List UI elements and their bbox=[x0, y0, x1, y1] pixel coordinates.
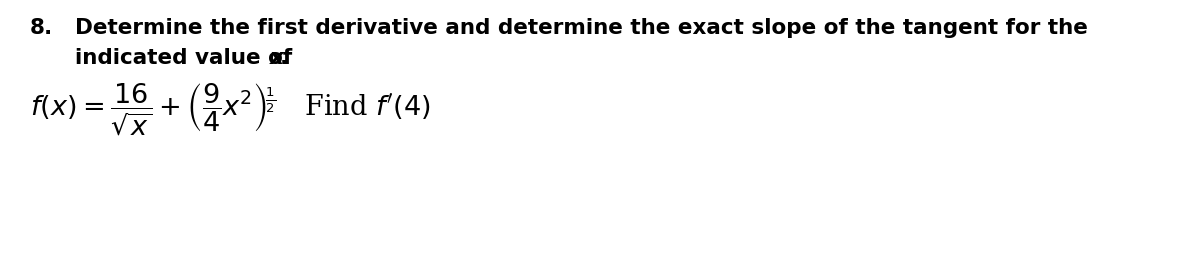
Text: Determine the first derivative and determine the exact slope of the tangent for : Determine the first derivative and deter… bbox=[74, 18, 1088, 38]
Text: .: . bbox=[280, 48, 288, 68]
Text: indicated value of: indicated value of bbox=[74, 48, 300, 68]
Text: $f(x) = \dfrac{16}{\sqrt{x}}+ \left(\dfrac{9}{4}x^2\right)^{\!\frac{1}{2}}$ Find: $f(x) = \dfrac{16}{\sqrt{x}}+ \left(\dfr… bbox=[30, 82, 431, 138]
Text: 8.: 8. bbox=[30, 18, 53, 38]
Text: x: x bbox=[270, 48, 284, 68]
